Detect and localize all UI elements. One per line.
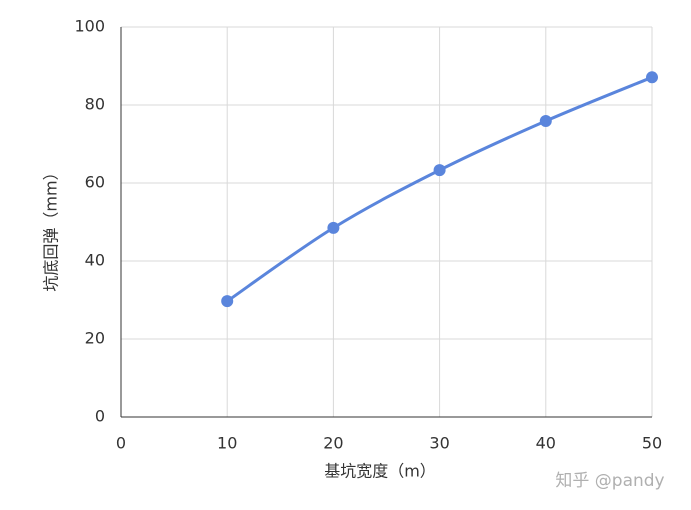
x-tick-label: 40: [536, 434, 556, 453]
point: [221, 295, 234, 308]
x-tick-label: 10: [217, 434, 237, 453]
x-tick-label: 50: [642, 434, 662, 453]
y-tick-label: 40: [85, 251, 105, 270]
x-tick-label: 30: [429, 434, 449, 453]
x-tick-label: 0: [116, 434, 126, 453]
y-tick-label: 100: [74, 17, 105, 36]
y-tick-label: 20: [85, 329, 105, 348]
point: [646, 71, 658, 84]
watermark: 知乎 @pandy: [555, 471, 664, 491]
x-tick-label: 20: [323, 434, 343, 453]
y-tick-label: 0: [95, 407, 105, 426]
point: [539, 114, 552, 127]
y-tick-label: 60: [85, 173, 105, 192]
point: [327, 221, 340, 234]
point: [433, 164, 446, 177]
y-tick-label: 80: [85, 95, 105, 114]
y-axis-label: 坑底回弹（mm）: [42, 164, 61, 291]
x-axis-label: 基坑宽度（m）: [324, 462, 436, 481]
